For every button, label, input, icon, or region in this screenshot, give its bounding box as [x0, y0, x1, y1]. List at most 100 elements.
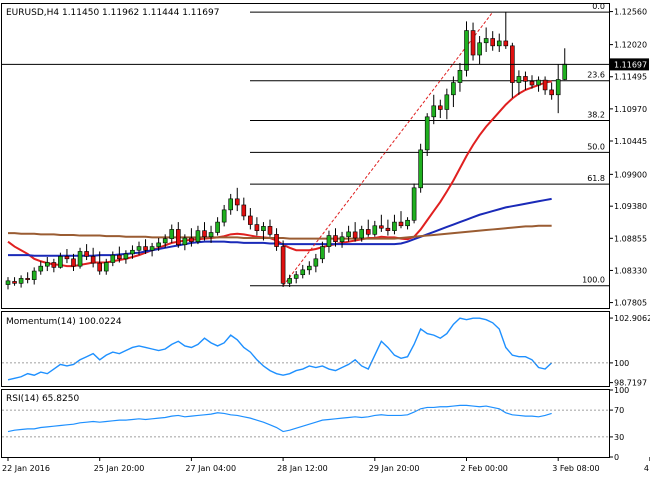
- candle: [549, 82, 554, 100]
- price-tick-label: 1.09900: [614, 170, 647, 179]
- price-tick-label: 1.10445: [614, 137, 647, 146]
- fib-label-5: 100.0: [582, 276, 605, 285]
- candle-up: [44, 262, 50, 267]
- candle-up: [411, 187, 417, 221]
- candle-up: [149, 246, 155, 251]
- candle: [300, 264, 306, 279]
- candle: [215, 217, 220, 236]
- candle-up: [536, 79, 541, 86]
- candle-up: [477, 42, 482, 56]
- candle: [365, 219, 371, 237]
- candle: [542, 76, 548, 95]
- candle: [248, 208, 253, 230]
- candle-down: [71, 258, 76, 267]
- candle-up: [451, 82, 456, 96]
- candle: [516, 70, 522, 95]
- rsi-line: [7, 404, 552, 433]
- time-tick-label: 29 Jan 20:00: [369, 464, 420, 473]
- price-tick-label: 1.09380: [614, 202, 647, 211]
- candle: [274, 228, 279, 251]
- candle-up: [162, 238, 168, 244]
- candle-up: [103, 262, 109, 272]
- candle-up: [228, 198, 233, 211]
- price-tick-label: 1.11495: [614, 73, 647, 82]
- candle: [431, 94, 437, 125]
- candle-up: [5, 280, 11, 285]
- fib-label-0: 0.0: [592, 2, 605, 11]
- candle: [293, 271, 299, 284]
- candle-down: [64, 256, 70, 260]
- candle: [496, 33, 502, 52]
- price-tick-label: 1.12560: [614, 8, 647, 17]
- candle: [411, 183, 417, 224]
- candle-down: [51, 262, 57, 268]
- candle-up: [326, 235, 332, 247]
- candle-up: [169, 229, 175, 239]
- candle: [326, 230, 332, 253]
- candle: [162, 234, 168, 248]
- candle-down: [254, 224, 260, 231]
- candle: [352, 222, 358, 242]
- candle: [320, 241, 325, 264]
- candle-up: [555, 79, 561, 96]
- candle: [123, 250, 129, 264]
- fib-trendline: [282, 11, 494, 287]
- candle: [182, 234, 188, 251]
- candle-down: [333, 235, 338, 242]
- candle-down: [143, 246, 148, 251]
- candle: [254, 217, 260, 236]
- candle: [261, 222, 266, 241]
- candle-up: [31, 270, 37, 280]
- momentum-tick-label: 102.9062: [614, 314, 650, 323]
- candle-up: [496, 40, 502, 47]
- candle: [280, 240, 286, 287]
- candle: [346, 225, 351, 242]
- candle-up: [359, 229, 365, 239]
- main-panel: [1, 3, 610, 309]
- time-tick-label: 4 Feb 16:00: [644, 464, 650, 473]
- candle: [477, 36, 482, 65]
- rsi-tick-label: 30: [614, 433, 624, 442]
- candle: [523, 71, 528, 90]
- candle-down: [365, 229, 371, 235]
- candle: [71, 253, 76, 272]
- time-tick-label: 3 Feb 08:00: [552, 464, 599, 473]
- candle-up: [444, 94, 450, 110]
- candle: [136, 241, 142, 256]
- time-tick-label: 28 Jan 12:00: [277, 464, 328, 473]
- candle-down: [379, 225, 384, 229]
- candle-up: [516, 76, 522, 83]
- rsi-tick-label: 0: [614, 453, 619, 462]
- candle: [189, 228, 194, 247]
- candle: [77, 247, 83, 269]
- candle-down: [352, 231, 358, 239]
- candle-up: [110, 254, 116, 263]
- candle: [169, 224, 175, 243]
- ma-red: [7, 80, 552, 268]
- candle-up: [123, 253, 129, 260]
- candle-down: [241, 204, 247, 217]
- candle: [379, 214, 384, 232]
- candle: [97, 251, 102, 275]
- candle-down: [549, 89, 554, 96]
- fib-label-2: 38.2: [587, 111, 605, 120]
- candle: [25, 272, 30, 284]
- candle-up: [306, 265, 312, 271]
- candle-down: [189, 237, 194, 242]
- candle: [117, 246, 122, 263]
- candle-down: [398, 221, 404, 227]
- candle: [267, 219, 273, 237]
- candle-up: [195, 230, 201, 242]
- candle: [372, 220, 378, 237]
- candle: [90, 247, 96, 268]
- current-price-label: 1.11697: [614, 60, 647, 69]
- candle-down: [248, 215, 253, 225]
- momentum-line: [7, 317, 553, 381]
- ma-brown: [8, 224, 552, 240]
- momentum-tick-label: 100: [614, 359, 629, 368]
- candle: [38, 261, 44, 275]
- candle-up: [464, 30, 469, 71]
- candle: [221, 204, 227, 227]
- time-axis: 22 Jan 2016 25 Jan 20:00 27 Jan 04:00 28 Ja…: [2, 457, 650, 473]
